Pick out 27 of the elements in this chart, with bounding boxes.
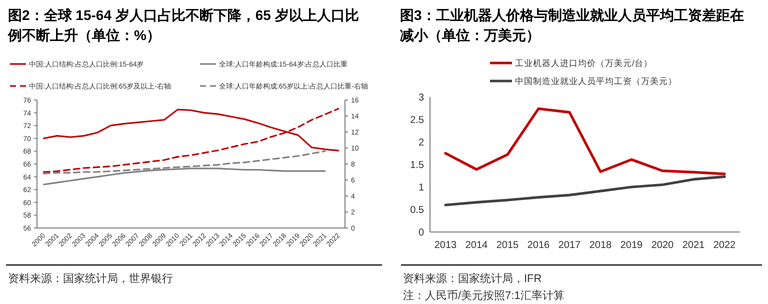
legend-label: 中国制造业就业人员平均工资（万美元） <box>515 76 677 86</box>
y-tick-label: 0.5 <box>410 205 424 216</box>
line-series <box>444 175 726 206</box>
text: 资料来源：国家统计局，世界银行 <box>8 272 173 285</box>
x-tick-label: 2016 <box>527 240 550 251</box>
y-tick-label: 2.5 <box>410 115 424 126</box>
text: 注：人民币/美元按照7:1汇率计算 <box>403 289 564 302</box>
x-tick-label: 2019 <box>620 240 644 251</box>
legend-label: 工业机器人进口均价（万美元/台） <box>515 58 652 68</box>
x-tick-label: 2014 <box>465 240 488 251</box>
chart-title: 图3：工业机器人价格与制造业就业人员平均工资差距在减小（单位：万美元） <box>400 7 744 43</box>
x-tick-label: 2020 <box>651 240 674 251</box>
y-tick-label: 3 <box>418 92 424 104</box>
line-series <box>444 107 726 176</box>
y-tick-label: 1 <box>418 182 424 194</box>
x-tick-label: 2017 <box>558 240 582 251</box>
line-series <box>42 108 340 173</box>
text: 资料来源：国家统计局，IFR <box>403 272 542 285</box>
y-tick-label: 2 <box>418 138 424 148</box>
chart-title: 图2：全球 15-64 岁人口占比不断下降，65 岁以上人口比例不断上升（单位：%） <box>7 7 359 43</box>
x-tick-label: 2013 <box>434 240 458 251</box>
x-tick-label: 2018 <box>589 240 612 251</box>
x-tick-label: 2022 <box>713 240 736 251</box>
y-tick-label: 1.5 <box>410 160 424 171</box>
x-tick-label: 2015 <box>496 240 520 251</box>
x-tick-label: 2021 <box>682 240 706 251</box>
y-tick-label: 0 <box>418 228 424 238</box>
